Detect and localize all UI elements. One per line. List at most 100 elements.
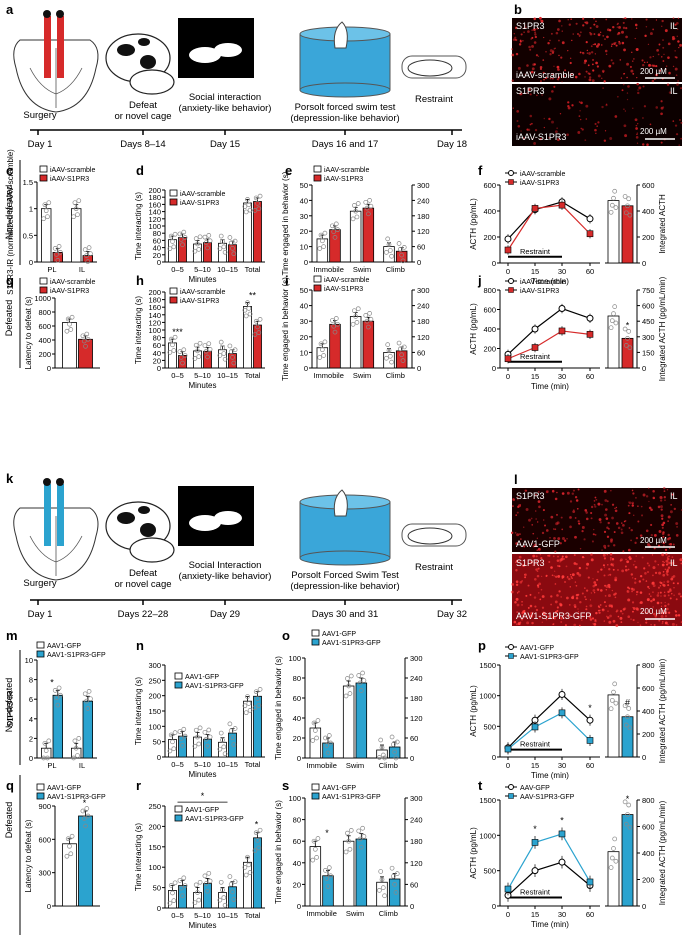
data-point [325, 884, 331, 889]
data-point [314, 735, 319, 741]
data-point [68, 327, 74, 332]
restraint-tube-icon [401, 55, 467, 79]
y-axis-label: Time interacting (s) [134, 192, 143, 261]
cell-dot [527, 584, 530, 587]
y-tick-label: 100 [148, 722, 161, 731]
cell-dot [618, 25, 621, 29]
event-swim: Porsolt forced swim test [295, 102, 396, 113]
cell-dot [594, 128, 597, 132]
cell-dot [661, 622, 664, 625]
cell-dot [566, 133, 569, 137]
legend-label: AAV1-GFP [47, 785, 81, 792]
cell-dot [567, 49, 569, 52]
cell-dot [560, 596, 562, 598]
cell-dot [611, 557, 615, 561]
cell-dot [607, 583, 611, 587]
data-point [247, 311, 253, 317]
cell-dot [669, 510, 673, 514]
data-point [389, 359, 394, 365]
data-point [221, 244, 227, 250]
cell-dot [611, 43, 614, 46]
cell-dot [624, 17, 627, 20]
cell-dot [651, 79, 655, 83]
cell-dot [545, 529, 549, 532]
cell-dot [662, 535, 665, 538]
cell-dot [619, 610, 623, 613]
y-tick-label: 80 [293, 674, 301, 683]
y-tick-label: 1.5 [23, 178, 33, 187]
data-point [182, 235, 188, 240]
y-tick-label: 100 [148, 326, 161, 335]
cell-dot [674, 23, 677, 26]
data-point [177, 349, 183, 355]
data-point [243, 209, 249, 215]
cell-dot [652, 489, 655, 493]
cell-dot [578, 624, 581, 627]
cell-dot [666, 83, 670, 86]
data-point [182, 353, 188, 358]
cell-dot [571, 577, 573, 579]
data-point [623, 821, 629, 827]
x-tick-label: Swim [353, 371, 371, 380]
cell-dot [616, 26, 618, 28]
cell-dot [558, 54, 560, 57]
cell-dot [617, 569, 619, 571]
cell-dot [535, 518, 537, 520]
cell-dot [606, 35, 609, 39]
data-point [202, 343, 208, 348]
cell-dot [660, 581, 663, 585]
data-point [205, 888, 210, 894]
cell-dot [590, 517, 593, 520]
cell-dot [593, 622, 597, 626]
x-axis-label: Time (min) [531, 920, 569, 929]
data-point [242, 204, 248, 209]
y2-tick-label: 180 [417, 212, 430, 221]
cell-dot [614, 115, 618, 118]
cell-dot [578, 72, 581, 76]
y2-axis-label: Integrated ACTH (pg/mL/min) [658, 800, 667, 905]
data-point [230, 245, 235, 251]
cell-dot [522, 137, 525, 140]
cell-dot [667, 584, 670, 587]
cell-dot [677, 17, 680, 20]
integrated-bar [621, 716, 634, 758]
panel-label: i [285, 273, 289, 288]
cell-dot [539, 598, 542, 601]
data-point [358, 844, 364, 850]
cell-dot [669, 597, 672, 600]
cell-dot [634, 577, 637, 580]
data-point [387, 353, 393, 359]
data-point [612, 304, 618, 309]
x-tick-label: 10–15 [217, 911, 238, 920]
data-point [352, 203, 357, 208]
cell-dot [674, 67, 678, 71]
cell-dot [650, 534, 653, 537]
y-axis-label: S1PR3-IR (normalized to iAAV-scramble) [6, 149, 15, 295]
cell-dot [590, 45, 593, 48]
cell-dot [532, 532, 535, 535]
cell-dot [554, 600, 558, 604]
cell-dot [666, 607, 669, 611]
cell-dot [577, 615, 579, 618]
y2-tick-label: 300 [410, 654, 423, 663]
cell-dot [632, 492, 635, 495]
cell-dot [548, 97, 552, 101]
y-tick-label: 60 [293, 837, 301, 846]
cell-dot [609, 557, 612, 559]
panel-label: s [282, 778, 289, 793]
data-point [197, 234, 203, 240]
bar [362, 320, 375, 369]
cell-dot [597, 121, 600, 124]
cell-dot [614, 594, 616, 596]
data-point [177, 878, 183, 883]
cell-dot [627, 586, 630, 589]
cell-dot [642, 85, 645, 88]
series-line [507, 693, 591, 749]
cell-dot [625, 35, 628, 39]
data-point [625, 714, 630, 720]
data-point [361, 678, 367, 683]
scale-label: 200 µM [640, 536, 667, 545]
